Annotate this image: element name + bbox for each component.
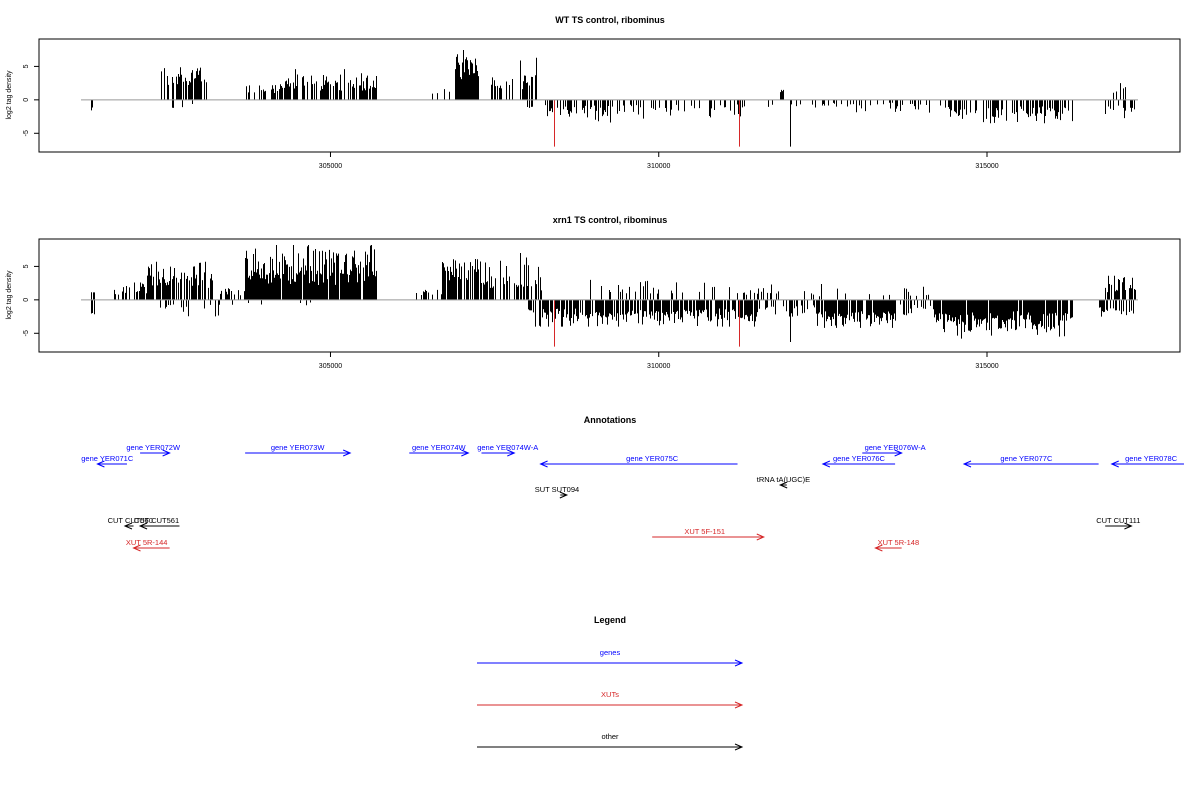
annotation-label: CUT CUT111	[1096, 516, 1140, 525]
legend-label: XUTs	[601, 690, 619, 699]
y-tick-label: 5	[23, 264, 30, 268]
x-tick-label: 315000	[975, 363, 998, 370]
annotation-label: CUT CUT560	[108, 516, 153, 525]
annotation-arrow-head	[778, 481, 788, 489]
annotation-label: gene YER074W	[412, 443, 467, 452]
legend-arrow-head	[734, 743, 744, 751]
annotation-arrow-head	[96, 460, 105, 468]
panel-wt-ylabel: log2 tag density	[6, 70, 13, 120]
annotation-label: gene YER078C	[1125, 454, 1178, 463]
annotation-label: SUT SUT094	[535, 485, 579, 494]
annotation-arrow-head	[132, 544, 141, 552]
panel-wt-bars	[91, 50, 1135, 147]
annotation-arrow-head	[123, 522, 133, 530]
annotation-label: gene YER071C	[81, 454, 134, 463]
y-tick-label: 5	[23, 64, 30, 68]
annotation-label: gene YER076W-A	[865, 443, 926, 452]
panel-xrn1-ylabel: log2 tag density	[6, 270, 13, 320]
annotation-arrow-head	[1110, 460, 1119, 468]
panel-wt-title: WT TS control, ribominus	[555, 15, 665, 25]
legend-arrow-head	[734, 701, 744, 709]
legend-label: genes	[600, 648, 621, 657]
annotation-arrow-head	[821, 460, 831, 468]
panel-wt-axes: 305000 310000 315000 5 0 -5	[23, 64, 1138, 170]
annotation-arrow-head	[1124, 522, 1133, 530]
annotation-arrow-head	[539, 460, 548, 468]
annotation-label: gene YER072W	[126, 443, 181, 452]
x-tick-label: 315000	[975, 163, 998, 170]
annotation-arrow-head	[756, 533, 766, 541]
panel-xrn1-bars	[91, 245, 1136, 347]
annotations-title: Annotations	[584, 415, 637, 425]
annotation-label: gene YER077C	[1000, 454, 1053, 463]
annotation-arrow-head	[962, 460, 972, 468]
annotation-label: gene YER075C	[626, 454, 679, 463]
annotation-label: CUT CUT561	[134, 516, 179, 525]
annotation-arrow-head	[461, 449, 470, 457]
annotation-arrow-head	[559, 491, 569, 499]
panel-xrn1-frame	[38, 238, 1181, 353]
annotation-arrow-head	[342, 449, 352, 457]
annotation-arrow-head	[894, 449, 903, 457]
annotation-label: XUT 5R-144	[126, 538, 168, 547]
annotation-arrow-head	[507, 449, 516, 457]
annotation-arrow-head	[874, 544, 883, 552]
panel-xrn1: xrn1 TS control, ribominus log2 tag dens…	[6, 215, 1181, 370]
y-tick-label: 0	[23, 298, 30, 302]
legend-items: genes XUTs other	[477, 648, 744, 751]
panel-wt: WT TS control, ribominus log2 tag densit…	[6, 15, 1181, 170]
y-tick-label: -5	[23, 330, 30, 336]
annotation-label: gene YER074W-A	[477, 443, 538, 452]
annotation-label: XUT 5F-151	[684, 527, 725, 536]
annotation-label: tRNA tA(UGC)E	[757, 475, 810, 484]
panel-xrn1-title: xrn1 TS control, ribominus	[553, 215, 668, 225]
x-tick-label: 305000	[319, 163, 342, 170]
legend-arrow-head	[734, 659, 744, 667]
annotation-label: gene YER076C	[833, 454, 886, 463]
legend-label: other	[601, 732, 619, 741]
annotation-label: gene YER073W	[271, 443, 326, 452]
panel-wt-frame	[38, 38, 1181, 153]
panel-xrn1-axes: 305000 310000 315000 5 0 -5	[23, 264, 1138, 370]
x-tick-label: 310000	[647, 363, 670, 370]
legend-title: Legend	[594, 615, 626, 625]
annotation-arrow-head	[162, 449, 171, 457]
annotation-arrow-head	[138, 522, 148, 530]
y-tick-label: 0	[23, 98, 30, 102]
x-tick-label: 310000	[647, 163, 670, 170]
annotation-label: XUT 5R-148	[878, 538, 920, 547]
x-tick-label: 305000	[319, 363, 342, 370]
y-tick-label: -5	[23, 130, 30, 136]
legend-panel: Legend genes XUTs other	[477, 615, 744, 751]
annotation-tracks: gene YER071C gene YER072W gene YER073W gene…	[81, 443, 1184, 552]
